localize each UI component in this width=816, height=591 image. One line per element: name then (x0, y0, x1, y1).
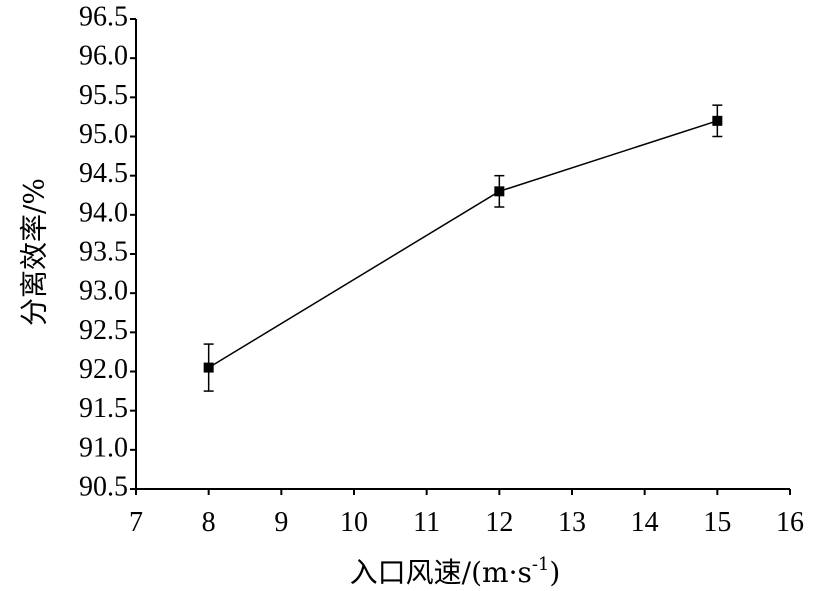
x-tick-label: 12 (485, 507, 513, 538)
data-point (494, 186, 505, 197)
x-tick-label: 11 (413, 507, 440, 538)
y-tick-label: 96.0 (79, 41, 128, 72)
y-tick-label: 93.0 (79, 276, 128, 307)
data-point (712, 115, 723, 126)
x-tick-label: 16 (776, 507, 804, 538)
x-tick-label: 7 (129, 507, 143, 538)
y-tick-label: 95.5 (79, 80, 128, 111)
x-tick-label: 13 (558, 507, 586, 538)
y-tick-label: 94.0 (79, 197, 128, 228)
x-tick-label: 8 (202, 507, 216, 538)
x-axis-title-main: 入口风速/(m·s (350, 556, 532, 589)
y-tick-label: 90.5 (79, 471, 128, 502)
y-tick-label: 91.0 (79, 432, 128, 463)
y-tick-label: 92.5 (79, 315, 128, 346)
y-tick-label: 91.5 (79, 393, 128, 424)
x-tick-label: 9 (274, 507, 288, 538)
x-axis-title-superscript: -1 (532, 554, 550, 575)
x-axis-title: 入口风速/(m·s-1) (350, 554, 561, 589)
x-tick-label: 14 (631, 507, 659, 538)
y-axis-title: 分离效率/% (18, 178, 51, 326)
series-line (208, 120, 718, 369)
x-tick-label: 10 (340, 507, 368, 538)
y-tick-label: 94.5 (79, 158, 128, 189)
data-point (203, 362, 214, 373)
plot-area: 90.5 91.0 91.5 92.0 92.5 93.0 93.5 94.0 94.5 95.0… (79, 1, 804, 538)
y-tick-label: 95.0 (79, 119, 128, 150)
x-axis-title-end: ) (549, 556, 560, 589)
y-tick-label: 96.5 (79, 1, 128, 32)
y-tick-label: 93.5 (79, 236, 128, 267)
y-tick-label: 92.0 (79, 354, 128, 385)
x-tick-label: 15 (703, 507, 731, 538)
